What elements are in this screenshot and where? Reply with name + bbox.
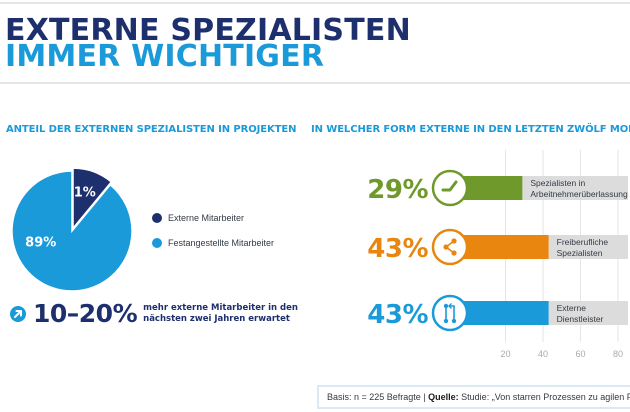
pie-section-heading: ANTEIL DER EXTERNEN SPEZIALISTEN IN PROJ… xyxy=(6,124,297,135)
x-tick-label: 40 xyxy=(538,349,548,359)
category-label-box xyxy=(522,176,628,200)
footer-source-label: Quelle: xyxy=(428,392,459,402)
category-label: Spezialisten xyxy=(557,248,603,258)
growth-value: 10–20% xyxy=(33,299,138,328)
arrow-up-right-icon xyxy=(10,306,26,322)
footer-basis: Basis: n = 225 Befragte | xyxy=(327,392,429,402)
legend-dot-external xyxy=(152,213,162,223)
category-label-box xyxy=(548,301,628,325)
bar-value-label: 43% xyxy=(367,300,428,330)
category-label: Spezialisten in xyxy=(530,178,585,188)
x-tick-label: 20 xyxy=(500,349,510,359)
page-title-line2: IMMER WICHTIGER xyxy=(5,39,325,74)
growth-description-line1: mehr externe Mitarbeiter in den xyxy=(143,303,298,313)
growth-callout: 10–20% mehr externe Mitarbeiter in den n… xyxy=(10,300,298,328)
share-icon xyxy=(443,238,457,256)
pie-slice-permanent xyxy=(11,170,133,292)
x-tick-label: 60 xyxy=(575,349,585,359)
bar-section-heading: IN WELCHER FORM EXTERNE IN DEN LETZTEN Z… xyxy=(311,124,630,135)
clock-icon xyxy=(441,180,458,192)
pie-label-permanent: 89% xyxy=(25,236,56,251)
category-label: Freiberufliche xyxy=(557,237,609,247)
growth-description: mehr externe Mitarbeiter in den nächsten… xyxy=(143,303,298,325)
bar-chart: 20 40 60 80 29% Spezialisten inArbeitnehmerüb… xyxy=(367,150,628,359)
legend-label-permanent: Festangestellte Mitarbeiter xyxy=(168,238,275,248)
bar-value-label: 29% xyxy=(367,175,428,205)
pie-slice-external xyxy=(72,167,113,231)
growth-description-line2: nächsten zwei Jahren erwartet xyxy=(143,314,290,324)
icon-circle xyxy=(431,228,469,266)
page-title-line1: EXTERNE SPEZIALISTEN xyxy=(5,13,411,48)
bar-value-label: 43% xyxy=(367,234,428,264)
category-label-box xyxy=(548,235,628,259)
pie-chart: 11%89% xyxy=(11,167,133,292)
category-label: Arbeitnehmerüberlassung xyxy=(530,189,628,199)
category-label: Dienstleister xyxy=(557,314,604,324)
legend-item-external: Externe Mitarbeiter xyxy=(152,213,244,223)
x-tick-label: 80 xyxy=(613,349,623,359)
category-label: Externe xyxy=(557,303,587,313)
icon-circle xyxy=(431,294,469,332)
header-divider xyxy=(0,82,630,84)
pull-request-icon xyxy=(443,303,457,324)
legend-label-external: Externe Mitarbeiter xyxy=(168,213,245,223)
bar-row: 29% Spezialisten inArbeitnehmerüberlassun… xyxy=(367,169,628,207)
top-divider xyxy=(0,2,630,4)
legend-dot-permanent xyxy=(152,238,162,248)
source-footer: Basis: n = 225 Befragte | Quelle: Studie… xyxy=(317,385,630,409)
footer-source-text: Studie: „Von starren Prozessen zu agilen… xyxy=(458,392,630,402)
legend-item-permanent: Festangestellte Mitarbeiter xyxy=(152,238,274,248)
